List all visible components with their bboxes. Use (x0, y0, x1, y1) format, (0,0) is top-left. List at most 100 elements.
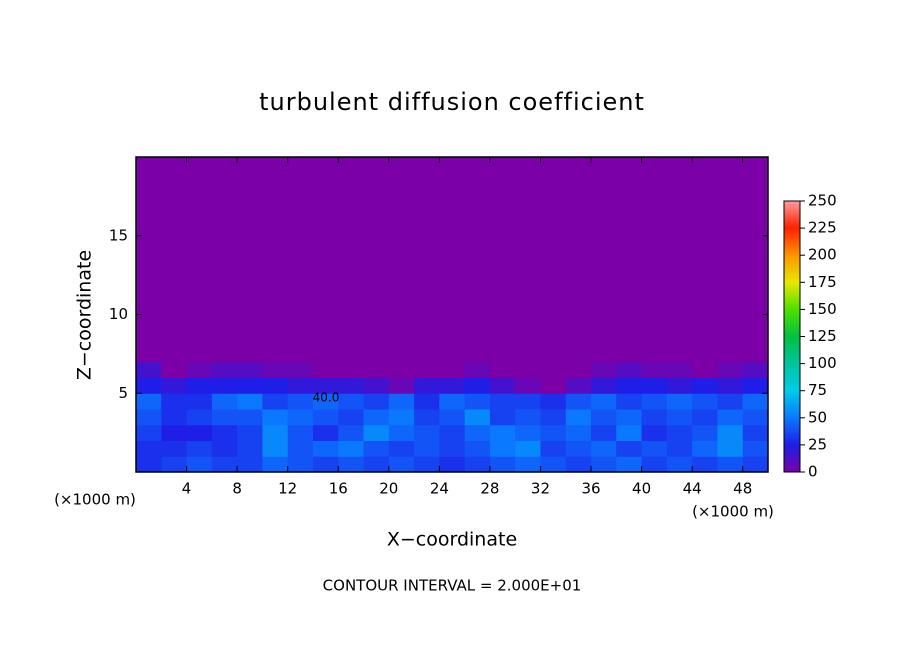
field-cell (439, 424, 466, 441)
field-cell (186, 361, 213, 378)
field-cell (363, 393, 390, 410)
y-tick-label: 5 (118, 384, 128, 402)
field-cell (464, 377, 491, 394)
field-cell (439, 440, 466, 457)
field-cell (540, 377, 567, 394)
chart-title: turbulent diffusion coefficient (259, 88, 645, 116)
field-cell (136, 424, 162, 441)
x-tick-label: 28 (480, 480, 499, 498)
field-cell (464, 440, 491, 457)
field-cell (312, 377, 339, 394)
field-cell (565, 409, 592, 426)
field-cell (717, 361, 744, 378)
field-cell (641, 393, 668, 410)
field-cell (540, 409, 567, 426)
field-cell (338, 157, 365, 363)
field-cell (666, 393, 693, 410)
field-cell (161, 157, 188, 363)
field-cell (287, 361, 314, 378)
field-cell (287, 424, 314, 441)
field-cell (237, 409, 263, 426)
field-cell (262, 377, 289, 394)
field-cell (161, 409, 188, 426)
field-cell (363, 424, 390, 441)
colorbar-tick-label: 225 (808, 219, 837, 237)
y-tick-label: 10 (109, 305, 128, 323)
field-cell (338, 377, 365, 394)
field-cell (161, 361, 188, 378)
field-cell (742, 440, 769, 457)
field-cell (540, 440, 567, 457)
field-cell (161, 456, 188, 473)
field-cell (414, 456, 440, 473)
field-cell (186, 377, 213, 394)
field-cell (616, 393, 643, 410)
field-cell (591, 361, 617, 378)
field-cell (388, 393, 415, 410)
colorbar-tick-label: 0 (808, 463, 818, 481)
field-cell (338, 440, 365, 457)
field-cell (717, 409, 744, 426)
field-cell (338, 361, 365, 378)
field-cell (489, 456, 516, 473)
field-cell (565, 440, 592, 457)
colorbar-tick-label: 150 (808, 300, 837, 318)
field-cell (692, 409, 718, 426)
field-cell (211, 377, 238, 394)
field-cell (287, 456, 314, 473)
field-cell (237, 424, 263, 441)
field-cell (515, 456, 541, 473)
field-cell (388, 440, 415, 457)
field-cell (616, 361, 643, 378)
field-cell (666, 157, 693, 363)
field-cell (312, 424, 339, 441)
field-cell (439, 361, 466, 378)
field-cell (565, 377, 592, 394)
field-cell (641, 440, 668, 457)
x-tick-label: 36 (581, 480, 600, 498)
field-cell (161, 393, 188, 410)
field-cell (363, 456, 390, 473)
colorbar-tick-label: 250 (808, 192, 837, 210)
field-cell (464, 157, 491, 363)
field-cell (489, 440, 516, 457)
field-cell (136, 377, 162, 394)
field-cell (414, 393, 440, 410)
field-cell (717, 157, 744, 363)
field-cell (414, 361, 440, 378)
field-cell (262, 409, 289, 426)
field-cell (211, 393, 238, 410)
field-cell (388, 377, 415, 394)
colorbar-tick-label: 100 (808, 354, 837, 372)
field-cell (540, 157, 567, 363)
field-cell (540, 424, 567, 441)
field-cell (666, 361, 693, 378)
x-tick-label: 44 (683, 480, 702, 498)
field-cell (616, 424, 643, 441)
field-cell (515, 361, 541, 378)
field-cell (742, 456, 769, 473)
field-cell (565, 424, 592, 441)
field-cell (717, 440, 744, 457)
field-cell (489, 157, 516, 363)
field-cell (211, 361, 238, 378)
x-tick-label: 8 (232, 480, 242, 498)
field-cell (363, 377, 390, 394)
field-cell (237, 456, 263, 473)
x-tick-label: 12 (278, 480, 297, 498)
field-cell (591, 440, 617, 457)
colorbar-tick-label: 25 (808, 435, 827, 453)
field-cell (742, 377, 769, 394)
field-cell (262, 157, 289, 363)
field-cell (489, 424, 516, 441)
field-cell (262, 393, 289, 410)
field-cell (262, 456, 289, 473)
field-cell (237, 157, 263, 363)
field-cell (591, 409, 617, 426)
field-cell (464, 393, 491, 410)
colorbar-tick-label: 175 (808, 273, 837, 291)
y-axis-label: Z−coordinate (74, 250, 96, 380)
field-cell (287, 409, 314, 426)
field-cell (439, 377, 466, 394)
x-axis-label: X−coordinate (387, 529, 517, 551)
